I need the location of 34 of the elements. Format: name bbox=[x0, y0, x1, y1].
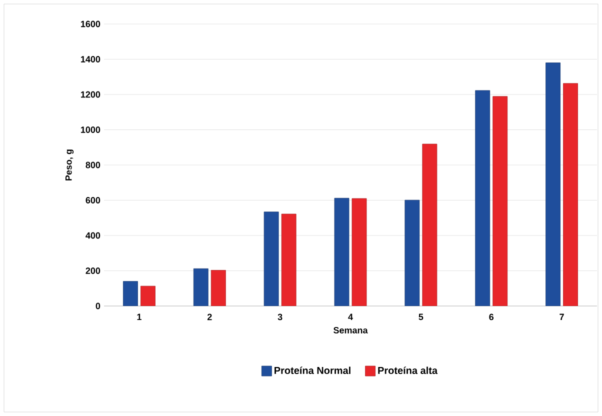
bar bbox=[546, 62, 560, 306]
x-tick-label: 3 bbox=[278, 314, 282, 320]
y-tick-label: 0 bbox=[96, 302, 100, 310]
y-tick-label: 1000 bbox=[81, 126, 100, 133]
y-tick-label: 200 bbox=[86, 268, 100, 274]
bar bbox=[334, 198, 350, 306]
x-tick-label: 1 bbox=[137, 314, 142, 320]
bar bbox=[492, 96, 508, 306]
x-tick-label: 7 bbox=[560, 314, 564, 320]
bar bbox=[264, 212, 279, 306]
bar bbox=[210, 270, 226, 306]
bar bbox=[404, 200, 420, 306]
x-tick-label: 6 bbox=[489, 314, 494, 320]
x-tick-label: 2 bbox=[207, 314, 212, 320]
bar bbox=[281, 214, 296, 306]
y-axis-title: Peso, g bbox=[65, 150, 74, 180]
bar bbox=[123, 281, 138, 306]
bar bbox=[193, 268, 208, 306]
y-tick-label: 1600 bbox=[81, 20, 100, 28]
bar bbox=[352, 198, 367, 306]
y-tick-label: 800 bbox=[86, 162, 100, 168]
x-tick-label: 5 bbox=[418, 314, 424, 320]
y-tick-label: 1200 bbox=[81, 91, 100, 98]
bar bbox=[475, 90, 490, 306]
x-tick-label: 4 bbox=[348, 314, 353, 320]
y-tick-label: 1400 bbox=[81, 56, 100, 62]
x-axis-title: Semana bbox=[334, 327, 368, 334]
y-tick-label: 600 bbox=[86, 197, 100, 204]
bar bbox=[422, 144, 438, 306]
y-tick-label: 400 bbox=[86, 232, 100, 239]
bar bbox=[563, 83, 578, 306]
bar bbox=[140, 286, 156, 306]
legend-label: Proteína alta bbox=[378, 366, 438, 374]
legend-label: Proteína Normal bbox=[274, 366, 350, 374]
